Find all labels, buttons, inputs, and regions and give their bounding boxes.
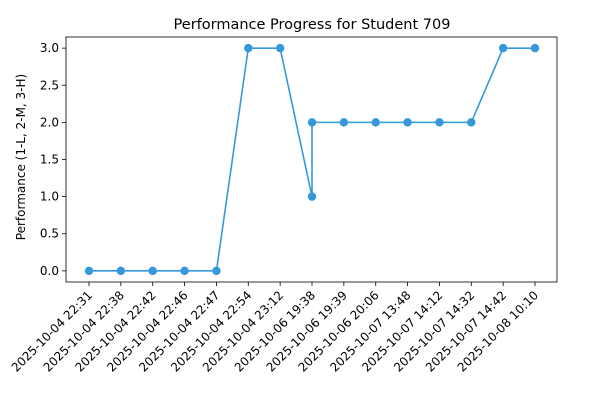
y-axis-label: Performance (1-L, 2-M, 3-H): [14, 74, 28, 240]
data-point: [84, 266, 94, 276]
data-point: [530, 43, 540, 53]
y-tick-label: 1.5: [40, 153, 59, 167]
data-point: [403, 118, 412, 127]
y-tick-label: 2.0: [40, 115, 59, 129]
series-line: [89, 47, 535, 272]
y-tick-label: 1.0: [40, 190, 59, 204]
data-point: [467, 118, 476, 127]
data-point: [244, 43, 253, 53]
data-point: [371, 118, 380, 127]
data-point: [116, 266, 126, 276]
data-point: [498, 43, 508, 53]
data-point: [435, 118, 444, 127]
chart-title: Performance Progress for Student 709: [174, 17, 451, 33]
y-tick-label: 2.5: [40, 78, 59, 92]
y-tick-label: 3.0: [40, 41, 59, 55]
data-point: [339, 118, 349, 127]
data-point: [307, 118, 317, 127]
data-point: [275, 43, 285, 53]
data-point: [307, 192, 317, 201]
data-point: [148, 266, 157, 276]
y-tick-label: 0.5: [40, 227, 59, 241]
data-point: [180, 266, 189, 276]
y-tick-label: 0.0: [40, 264, 59, 278]
data-point: [212, 266, 221, 276]
